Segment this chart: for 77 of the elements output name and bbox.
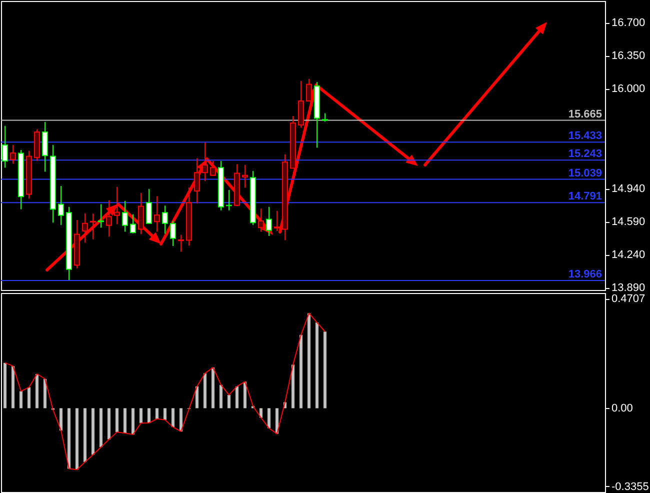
candlestick <box>306 78 312 102</box>
candlestick <box>170 220 176 246</box>
bar <box>236 386 238 408</box>
bar <box>132 408 134 435</box>
bar <box>164 408 166 420</box>
candlestick <box>274 210 280 232</box>
y-tick-label: 14.940 <box>612 183 646 196</box>
candlestick <box>154 196 160 232</box>
bar <box>92 408 94 455</box>
candlestick <box>90 213 96 240</box>
y-tick-label: 0.00 <box>612 402 633 415</box>
bar <box>36 374 38 408</box>
candlestick <box>242 164 248 188</box>
bar <box>156 408 158 419</box>
candlestick <box>138 192 144 235</box>
bar <box>4 362 6 408</box>
bar <box>76 408 78 470</box>
bar <box>292 364 294 408</box>
candlestick <box>106 200 112 238</box>
candlestick <box>146 188 152 224</box>
bar <box>228 394 230 408</box>
bar <box>268 408 270 428</box>
candlestick <box>98 204 104 228</box>
bar <box>212 367 214 408</box>
y-tick-label: 13.890 <box>612 282 646 294</box>
y-tick-label: 16.700 <box>612 17 646 30</box>
bar <box>28 387 30 408</box>
y-tick-label: 16.350 <box>612 50 646 62</box>
bar <box>316 322 318 408</box>
bar <box>140 408 142 424</box>
y-tick-label: 14.240 <box>612 249 646 262</box>
bar <box>204 373 206 408</box>
bar <box>12 366 14 408</box>
bar <box>60 408 62 431</box>
bar <box>260 408 262 418</box>
ref-line-label: 15.039 <box>568 167 602 180</box>
bar <box>20 391 22 408</box>
candlestick <box>114 186 120 225</box>
candlestick <box>82 212 88 244</box>
candlestick <box>130 214 136 234</box>
ref-line-label: 15.665 <box>568 108 602 120</box>
ref-line-label: 13.966 <box>568 268 602 280</box>
y-tick-label: 0.4707 <box>612 293 646 306</box>
bar <box>244 382 246 408</box>
bar <box>84 408 86 462</box>
bar <box>116 408 118 432</box>
y-tick-label: -0.3355 <box>612 480 649 493</box>
candlestick <box>202 142 208 182</box>
bar <box>108 408 110 440</box>
ref-line-label: 14.791 <box>568 190 602 203</box>
ref-line-label: 15.433 <box>568 130 602 142</box>
bar <box>148 408 150 423</box>
candlestick <box>162 205 168 234</box>
candlestick <box>258 208 264 232</box>
candlestick <box>10 144 16 164</box>
bar <box>300 334 302 408</box>
bar <box>196 386 198 408</box>
candlestick <box>266 206 272 236</box>
candlestick <box>122 200 128 232</box>
y-tick-label: 16.000 <box>612 83 646 96</box>
bar <box>324 332 326 408</box>
bar <box>44 378 46 408</box>
candlestick <box>178 234 184 252</box>
bar <box>308 313 310 408</box>
bar <box>172 408 174 428</box>
bar <box>68 408 70 469</box>
line-series <box>4 312 326 470</box>
bar <box>220 384 222 408</box>
y-tick-label: 14.590 <box>612 216 646 228</box>
candlestick <box>58 186 64 226</box>
candlestick <box>42 121 48 172</box>
bar <box>180 408 182 432</box>
bar <box>124 408 126 434</box>
bar <box>100 408 102 448</box>
candlestick <box>210 160 216 177</box>
ref-line-label: 15.243 <box>568 148 602 160</box>
candlestick <box>194 158 200 204</box>
